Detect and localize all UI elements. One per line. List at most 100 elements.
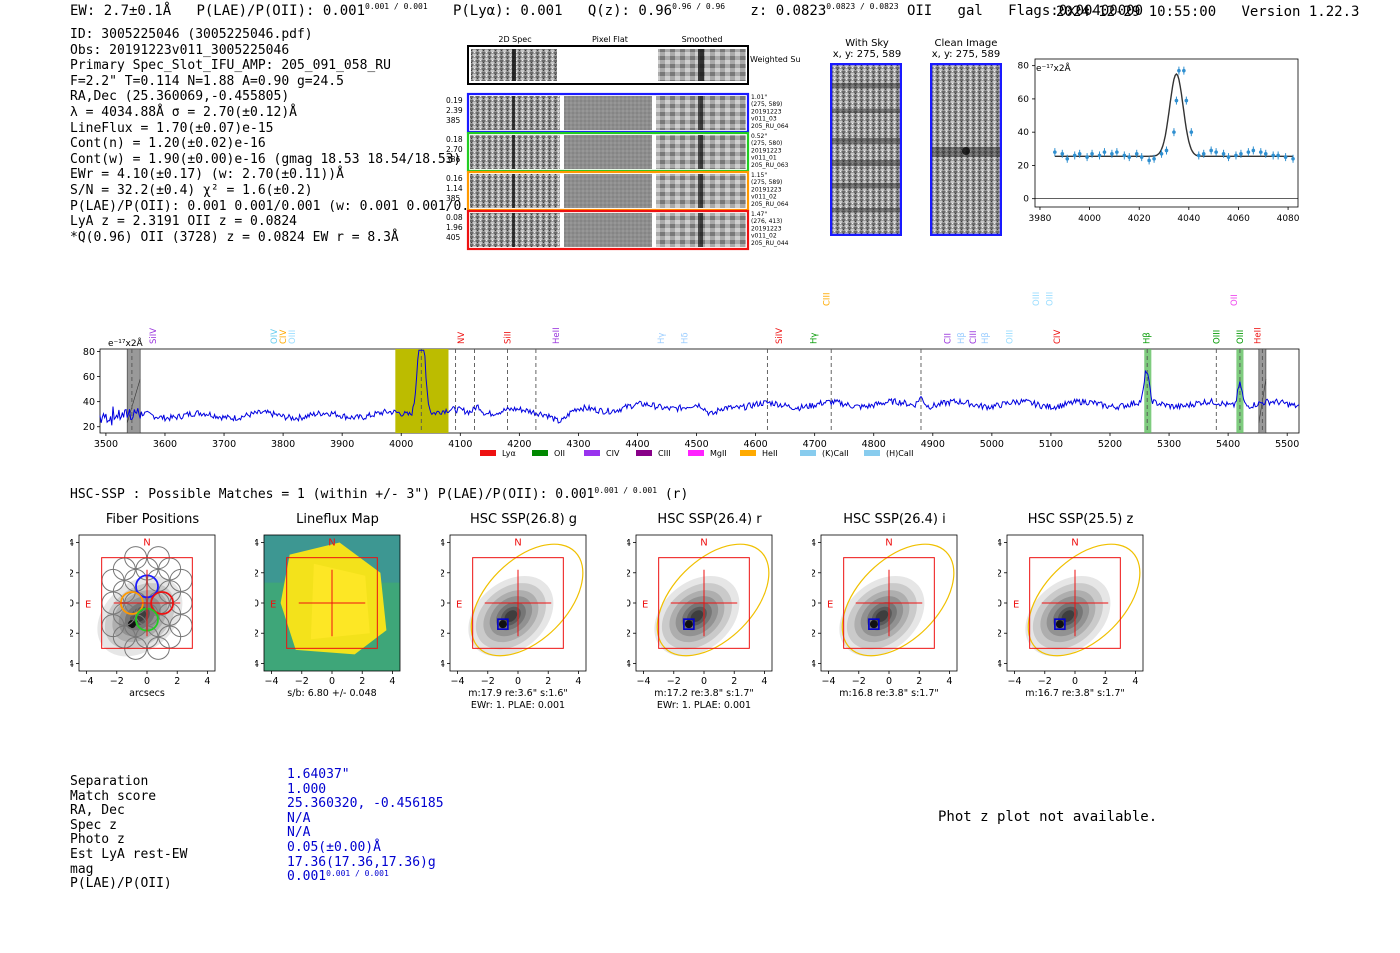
spectrum-xtick-label: 5000 <box>980 439 1004 450</box>
hsc-panel-title: HSC SSP(26.4) r <box>657 512 762 527</box>
fit-data-point <box>1134 151 1139 156</box>
legend-swatch <box>636 450 652 456</box>
fit-xtick-label: 3980 <box>1029 214 1052 224</box>
cutout-left-label: 0.08 <box>446 213 463 222</box>
image-xtick-label: 4 <box>575 676 581 687</box>
legend-label: (H)CaII <box>886 449 913 458</box>
legend-swatch <box>740 450 756 456</box>
image-xtick-label: −2 <box>295 676 309 687</box>
emission-line-label-text: Hβ <box>1143 332 1153 344</box>
east-label: E <box>1013 600 1019 611</box>
fit-data-point <box>1147 158 1151 163</box>
cutout-right-label: (275, 580) <box>751 140 782 147</box>
emission-line-label-text: Hγ <box>657 333 667 344</box>
emission-line-label-text: CII <box>944 333 954 344</box>
image-ytick-label: −4 <box>441 659 445 670</box>
info-line: Cont(n) = 1.20(±0.02)e-16 <box>70 136 266 152</box>
fit-data-point <box>1177 68 1181 73</box>
image-ytick-label: 4 <box>70 538 74 549</box>
fit-data-point <box>1152 156 1156 161</box>
emission-line-label: OIII <box>1236 330 1246 344</box>
emission-line-label-text: SiIV <box>775 328 785 344</box>
match-value: N/A <box>287 810 311 826</box>
image-xtick-label: 2 <box>545 676 551 687</box>
cutout-left-label: 0.16 <box>446 174 463 183</box>
east-label: E <box>270 600 276 611</box>
spectrum-xtick-label: 3500 <box>94 439 118 450</box>
cutouts-panel: 2D Spec Pixel Flat Smoothed Weighted Sum… <box>446 35 800 251</box>
spectrum-ytick-label: 60 <box>83 372 95 383</box>
weighted-sum-label: Weighted Sum <box>750 55 800 64</box>
fit-data-point <box>1226 155 1231 159</box>
cutout-trace <box>698 135 703 169</box>
header-timestamp-block: 2024-12-29 10:55:00 Version 1.22.3 <box>1056 4 1359 20</box>
image-ytick-label: 4 <box>255 538 259 549</box>
spectrum-xtick-label: 5100 <box>1039 439 1063 450</box>
emission-line-label-text: NV <box>457 332 467 344</box>
info-line: F=2.2" T=0.114 N=1.88 A=0.90 g=24.5 <box>70 73 344 89</box>
image-xtick-label: 2 <box>174 676 180 687</box>
fit-ytick-label: 20 <box>1018 161 1030 171</box>
spectrum-xtick-label: 4100 <box>448 439 472 450</box>
image-xtick-label: 4 <box>389 676 395 687</box>
emission-line-label: OIII <box>1212 330 1222 344</box>
emission-line-label-text: OIII <box>1212 330 1222 344</box>
image-xtick-label: −4 <box>265 676 279 687</box>
emission-line-label: OIII <box>1046 292 1056 306</box>
match-label: RA, Dec <box>70 803 125 819</box>
cutout-pixel-flat <box>564 135 652 169</box>
emission-line-label: CIII <box>822 293 832 306</box>
image-ytick-label: −2 <box>255 629 259 640</box>
masked-region <box>126 348 141 434</box>
hsc-panel: Lineflux Map N E 4 2 0 −2 −4 −4 −2 0 2 4 s/b: 6.80 +/… <box>255 512 420 727</box>
search-box <box>1029 557 1121 649</box>
cutout-trace <box>698 174 703 208</box>
emission-line-label-text: OIV <box>270 329 280 344</box>
match-value-frac: 0.001 / 0.001 <box>326 869 389 879</box>
emission-line-label-text: OIII <box>288 330 298 344</box>
east-label: E <box>827 600 833 611</box>
emission-line-label-text: Hγ <box>809 333 819 344</box>
match-label: Spec z <box>70 817 117 833</box>
spectrum-ytick-label: 40 <box>83 397 95 408</box>
fit-data-point <box>1182 68 1186 73</box>
cutout-trace <box>512 174 515 208</box>
cutout-right-label: 1.47" <box>751 211 767 218</box>
panel-caption: EWr: 1. PLAE: 0.001 <box>657 700 751 711</box>
cutout-trace <box>698 213 703 247</box>
north-label: N <box>328 538 335 549</box>
cutout-left-label: 1.14 <box>446 184 463 193</box>
info-line: Primary Spec_Slot_IFU_AMP: 205_091_058_R… <box>70 58 391 74</box>
emission-line-label: OIII <box>1032 292 1042 306</box>
emission-line-label: CIII <box>969 331 979 344</box>
panel-caption: m:17.2 re:3.8" s:1.7" <box>654 688 754 699</box>
emission-line-label: Hγ <box>657 333 667 344</box>
header-z-frac: 0.0823 / 0.0823 <box>826 2 899 11</box>
emission-line-label: OII <box>1230 294 1240 306</box>
image-xtick-label: −2 <box>852 676 866 687</box>
spectrum-xtick-label: 5200 <box>1098 439 1122 450</box>
fit-data-point <box>1072 153 1077 158</box>
emission-line-label-text: Hβ <box>957 332 967 344</box>
image-xtick-label: 2 <box>731 676 737 687</box>
hsc-summary-text: HSC-SSP : Possible Matches = 1 (within +… <box>70 487 595 502</box>
fit-data-point <box>1159 151 1164 156</box>
info-line: λ = 4034.88Å σ = 2.70(±0.12)Å <box>70 104 297 120</box>
spectrum-xtick-label: 4000 <box>389 439 413 450</box>
spectrum-xtick-label: 4200 <box>507 439 531 450</box>
hsc-panel: HSC SSP(26.8) g N E 4 2 0 −2 −4 −4 −2 0 2 4 m:17.9 re… <box>441 512 606 727</box>
fit-data-point <box>1122 153 1127 158</box>
legend-label: HeII <box>762 449 778 458</box>
header-line: OII <box>906 3 933 19</box>
spectrum-xtick-label: 3700 <box>212 439 236 450</box>
fit-data-point <box>1283 155 1288 159</box>
emission-line-label-text: CIV <box>1053 330 1063 344</box>
emission-line-label: NV <box>457 332 467 344</box>
image-xtick-label: 2 <box>916 676 922 687</box>
emission-line-label-text: OIII <box>1032 292 1042 306</box>
match-value: 0.0010.001 / 0.001 <box>287 869 389 885</box>
